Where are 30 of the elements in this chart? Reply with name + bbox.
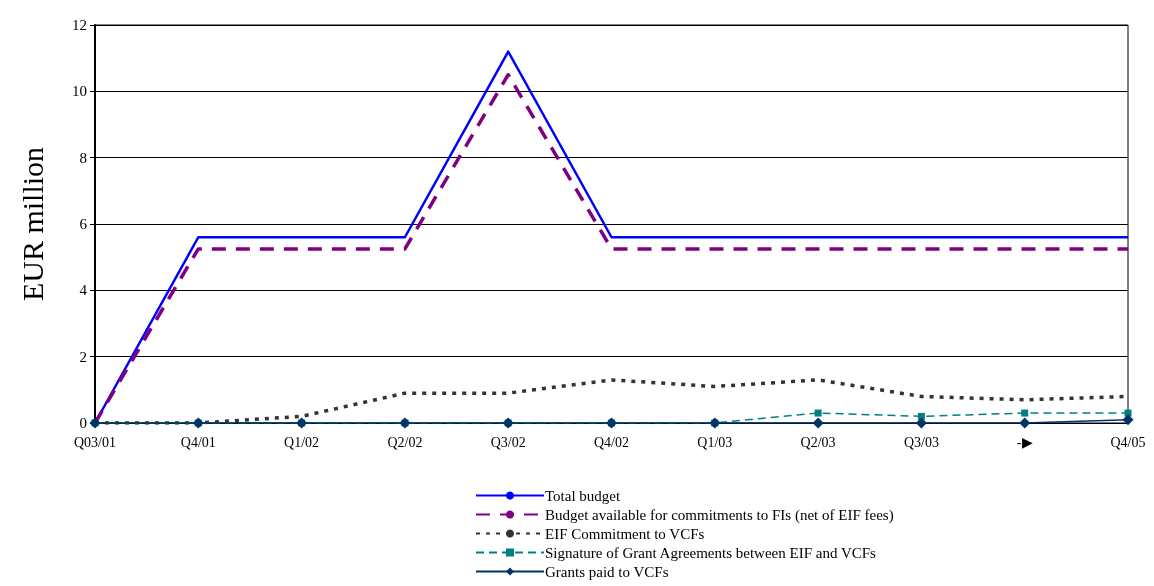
y-tick-label: 2 [79, 348, 87, 365]
x-tick-label: Q4/05 [1110, 434, 1146, 450]
x-tick-label: Q4/02 [594, 434, 629, 450]
x-tick-label: Q4/01 [180, 434, 216, 450]
point [812, 417, 824, 429]
y-tick-label: 0 [79, 415, 87, 431]
y-tick-label: 8 [79, 149, 87, 166]
x-tick-label: Q2/03 [800, 434, 836, 450]
x-tick-label: Q03/01 [74, 434, 116, 450]
x-tick-label: Q3/02 [490, 434, 526, 450]
legend-label: EIF Commitment to VCFs [545, 525, 705, 542]
point [1021, 409, 1029, 417]
point [1122, 414, 1134, 426]
y-tick-label: 10 [72, 83, 87, 100]
x-tick-label: Q1/02 [284, 434, 320, 450]
x-tick-label: Q2/02 [387, 434, 423, 450]
point [915, 417, 927, 429]
x-tick-label: Q3/03 [903, 434, 939, 450]
legend-label: Budget available for commitments to FIs (net of EIF fees) [545, 506, 894, 524]
legend-label: Signature of Grant Agreements between EIF and VCFs [545, 544, 877, 561]
x-tick-label: -▶ [1016, 434, 1033, 450]
point [1019, 417, 1031, 429]
legend-label: Total budget [545, 487, 622, 504]
point [814, 409, 822, 417]
y-tick-label: 12 [72, 17, 87, 33]
y-tick-label: 6 [79, 216, 88, 232]
x-tick-label: Q1/03 [697, 434, 733, 450]
y-axis-title: EUR million [15, 146, 49, 302]
legend-label: Grants paid to VCFs [545, 563, 669, 580]
y-tick-label: 4 [79, 282, 88, 299]
